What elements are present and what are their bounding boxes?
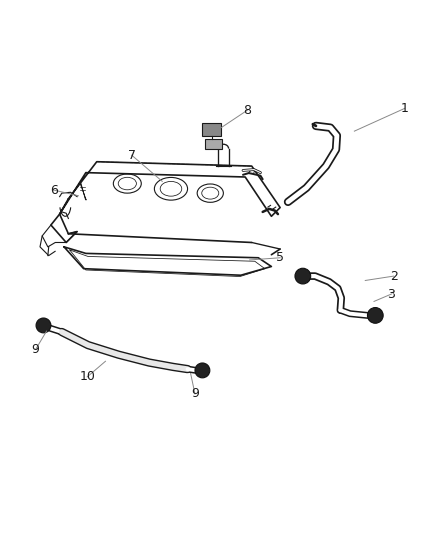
Circle shape — [195, 363, 210, 378]
Bar — [201, 123, 221, 135]
Circle shape — [36, 318, 51, 333]
Text: 3: 3 — [388, 287, 396, 301]
Text: 2: 2 — [390, 270, 398, 282]
Bar — [205, 139, 222, 149]
Text: 5: 5 — [276, 251, 284, 264]
Circle shape — [367, 308, 383, 323]
Text: 7: 7 — [128, 149, 136, 161]
Text: 1: 1 — [401, 102, 409, 115]
Text: 6: 6 — [50, 183, 58, 197]
Text: 10: 10 — [79, 370, 95, 383]
Text: 9: 9 — [32, 343, 39, 356]
Text: 9: 9 — [191, 387, 199, 400]
Circle shape — [295, 268, 311, 284]
Polygon shape — [80, 183, 86, 200]
Text: 8: 8 — [244, 104, 251, 117]
